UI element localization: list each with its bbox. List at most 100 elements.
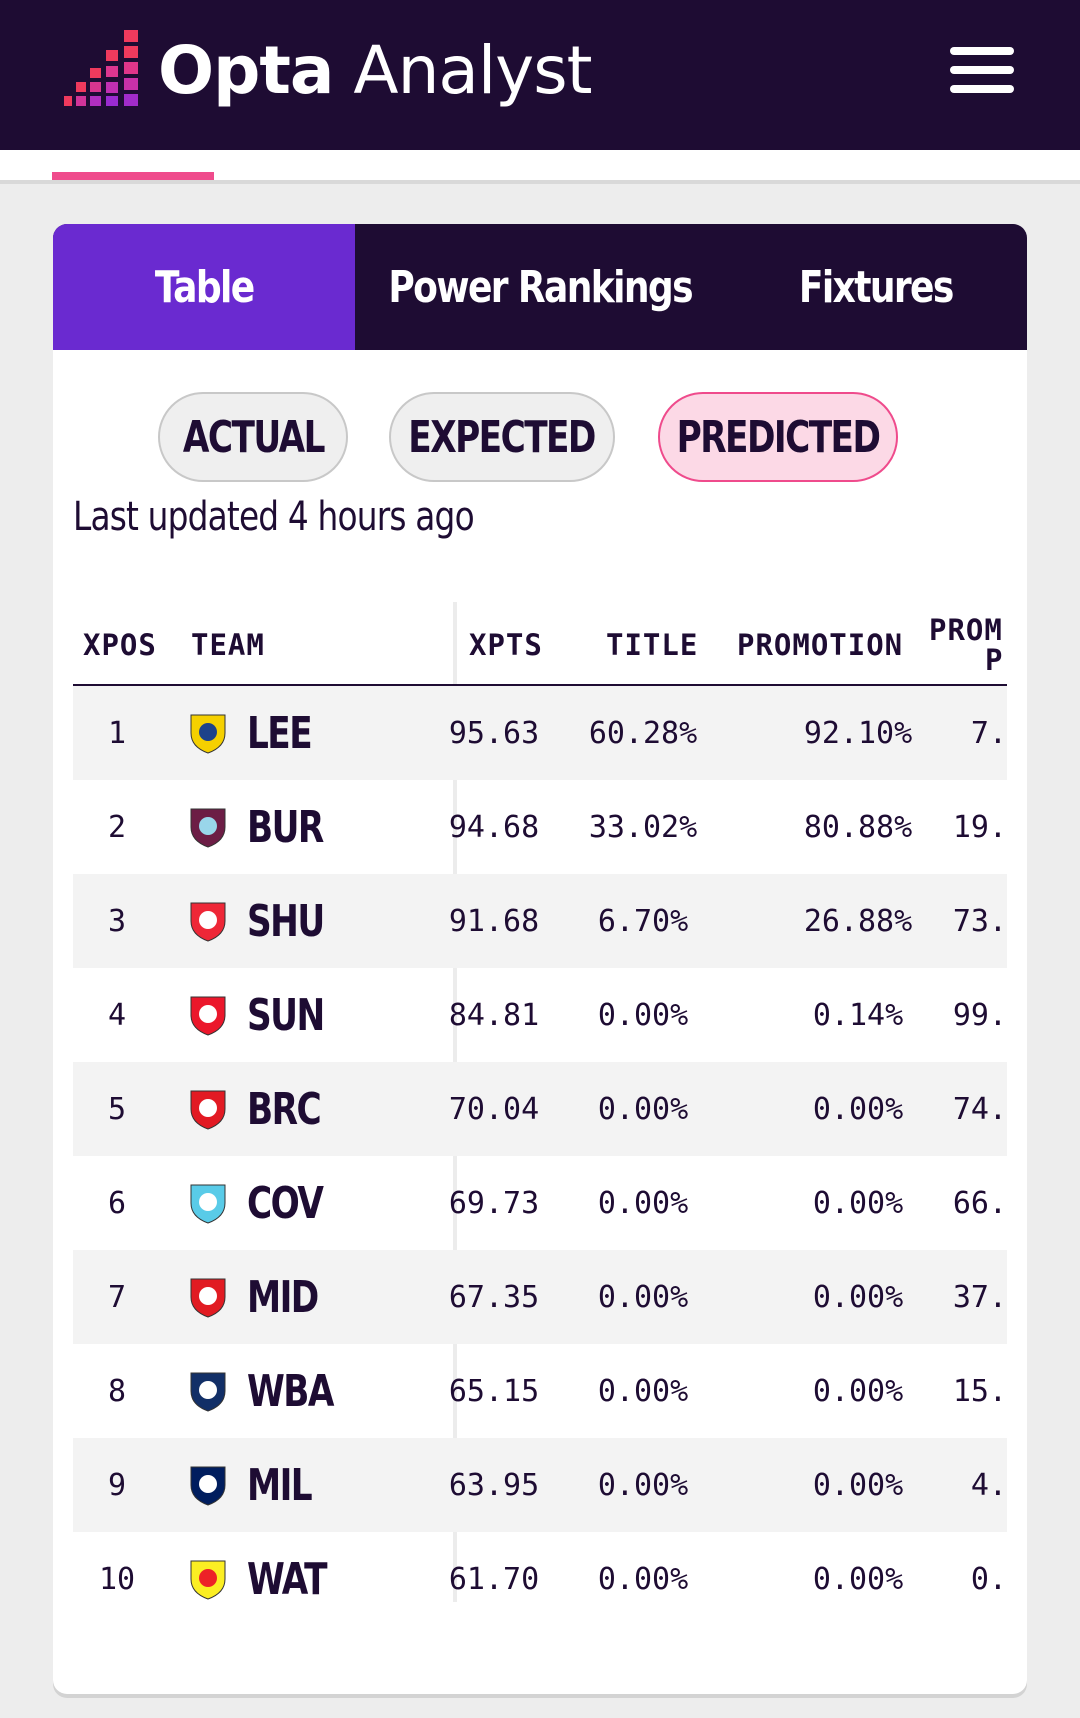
cell-team[interactable]: COV (187, 1156, 447, 1250)
cell-xpts-value: 67.35 (448, 1279, 540, 1315)
cell-promotion-value: 0.00% (812, 1279, 904, 1315)
table-row[interactable]: 2 94.68 33.02% 80.88% 19. BUR (73, 780, 1007, 874)
cell-xpts-value: 69.73 (448, 1185, 540, 1221)
table-header: XPOS TEAM XPTS TITLE PROMOTION PROM P (73, 602, 1007, 686)
cell-title-value: 0.00% (597, 1467, 689, 1503)
cell-prom-p: 15. (873, 1344, 1007, 1438)
cell-xpts-value: 61.70 (448, 1561, 540, 1597)
header-prom-p-line1[interactable]: PROM (929, 613, 1003, 647)
cell-xpos-value: 3 (107, 903, 127, 939)
cell-title-value: 0.00% (597, 1279, 689, 1315)
cell-promotion: 80.88% (713, 780, 1003, 874)
cell-promotion: 0.00% (713, 1062, 1003, 1156)
cell-xpos: 5 (73, 1062, 161, 1156)
actual-button[interactable]: ACTUAL (158, 392, 348, 482)
cell-xpts-value: 63.95 (448, 1467, 540, 1503)
cell-team[interactable]: WAT (187, 1532, 447, 1602)
cell-prom-p: 73. (873, 874, 1007, 968)
cell-team[interactable]: SHU (187, 874, 447, 968)
menu-line (950, 85, 1014, 93)
cell-xpos: 2 (73, 780, 161, 874)
expected-label: EXPECTED (408, 411, 597, 463)
tab-table-label: Table (154, 261, 255, 313)
opta-analyst-logo[interactable]: Opta Analyst (64, 26, 593, 116)
cell-prom-p: 66. (873, 1156, 1007, 1250)
view-tabs: Table Power Rankings Fixtures (53, 224, 1027, 350)
cell-xpos: 6 (73, 1156, 161, 1250)
cell-prom-p: 99. (873, 968, 1007, 1062)
club-crest-icon (190, 1278, 226, 1318)
table-row[interactable]: 9 63.95 0.00% 0.00% 4. MIL (73, 1438, 1007, 1532)
cell-promotion: 0.14% (713, 968, 1003, 1062)
cell-team[interactable]: MID (187, 1250, 447, 1344)
cell-title: 0.00% (548, 1250, 738, 1344)
cell-title: 0.00% (548, 1438, 738, 1532)
table-row[interactable]: 5 70.04 0.00% 0.00% 74. BRC (73, 1062, 1007, 1156)
header-xpts[interactable]: XPTS (469, 628, 543, 662)
cell-xpts: 65.15 (424, 1344, 564, 1438)
table-row[interactable]: 10 61.70 0.00% 0.00% 0. WAT (73, 1532, 1007, 1603)
cell-xpos-value: 10 (98, 1561, 136, 1597)
cell-promotion: 0.00% (713, 1250, 1003, 1344)
club-crest-icon (190, 1560, 226, 1600)
header-promotion[interactable]: PROMOTION (737, 628, 904, 662)
table-row[interactable]: 6 69.73 0.00% 0.00% 66. COV (73, 1156, 1007, 1250)
active-indicator (52, 172, 214, 180)
cell-promotion: 26.88% (713, 874, 1003, 968)
cell-title: 33.02% (548, 780, 738, 874)
cell-title-value: 33.02% (588, 809, 698, 845)
tab-table[interactable]: Table (53, 224, 355, 350)
header-xpos[interactable]: XPOS (83, 628, 157, 662)
cell-team[interactable]: SUN (187, 968, 447, 1062)
cell-title: 0.00% (548, 1344, 738, 1438)
cell-title: 6.70% (548, 874, 738, 968)
expected-button[interactable]: EXPECTED (389, 392, 615, 482)
header-team[interactable]: TEAM (191, 628, 265, 662)
cell-team[interactable]: BRC (187, 1062, 447, 1156)
tab-fixtures-label: Fixtures (799, 261, 954, 313)
cell-promotion-value: 92.10% (803, 715, 913, 751)
club-crest-icon (190, 1090, 226, 1130)
cell-team[interactable]: WBA (187, 1344, 447, 1438)
table-row[interactable]: 4 84.81 0.00% 0.14% 99. SUN (73, 968, 1007, 1062)
cell-xpts-value: 95.63 (448, 715, 540, 751)
cell-title-value: 60.28% (588, 715, 698, 751)
cell-xpos-value: 2 (107, 809, 127, 845)
cell-xpts: 63.95 (424, 1438, 564, 1532)
cell-xpos: 1 (73, 686, 161, 780)
table-row[interactable]: 1 95.63 60.28% 92.10% 7. LEE (73, 686, 1007, 780)
cell-prom-p: 0. (873, 1532, 1007, 1602)
cell-xpts: 61.70 (424, 1532, 564, 1602)
cell-title: 0.00% (548, 1156, 738, 1250)
cell-prom-p-value: 99. (952, 997, 1007, 1033)
header-title[interactable]: TITLE (606, 628, 699, 662)
table-row[interactable]: 8 65.15 0.00% 0.00% 15. WBA (73, 1344, 1007, 1438)
cell-promotion-value: 26.88% (803, 903, 913, 939)
cell-promotion-value: 0.00% (812, 1091, 904, 1127)
table-row[interactable]: 7 67.35 0.00% 0.00% 37. MID (73, 1250, 1007, 1344)
header-prom-p-line2[interactable]: P (985, 643, 1004, 677)
cell-prom-p: 74. (873, 1062, 1007, 1156)
team-abbreviation: WAT (247, 1553, 328, 1603)
predicted-button[interactable]: PREDICTED (658, 392, 898, 482)
cell-promotion-value: 0.00% (812, 1185, 904, 1221)
brand-name: Opta Analyst (158, 38, 593, 104)
cell-title-value: 0.00% (597, 1185, 689, 1221)
cell-xpts: 69.73 (424, 1156, 564, 1250)
cell-team[interactable]: MIL (187, 1438, 447, 1532)
team-abbreviation: BRC (247, 1083, 322, 1135)
hamburger-menu-icon[interactable] (950, 45, 1014, 95)
cell-prom-p-value: 19. (952, 809, 1007, 845)
cell-xpts: 91.68 (424, 874, 564, 968)
cell-prom-p-value: 4. (970, 1467, 1007, 1503)
cell-team[interactable]: BUR (187, 780, 447, 874)
cell-title: 0.00% (548, 968, 738, 1062)
tab-fixtures[interactable]: Fixtures (725, 224, 1027, 350)
cell-team[interactable]: LEE (187, 686, 447, 780)
tab-power-rankings[interactable]: Power Rankings (355, 224, 725, 350)
table-row[interactable]: 3 91.68 6.70% 26.88% 73. SHU (73, 874, 1007, 968)
cell-promotion-value: 0.00% (812, 1467, 904, 1503)
team-abbreviation: LEE (247, 707, 313, 759)
cell-promotion: 92.10% (713, 686, 1003, 780)
